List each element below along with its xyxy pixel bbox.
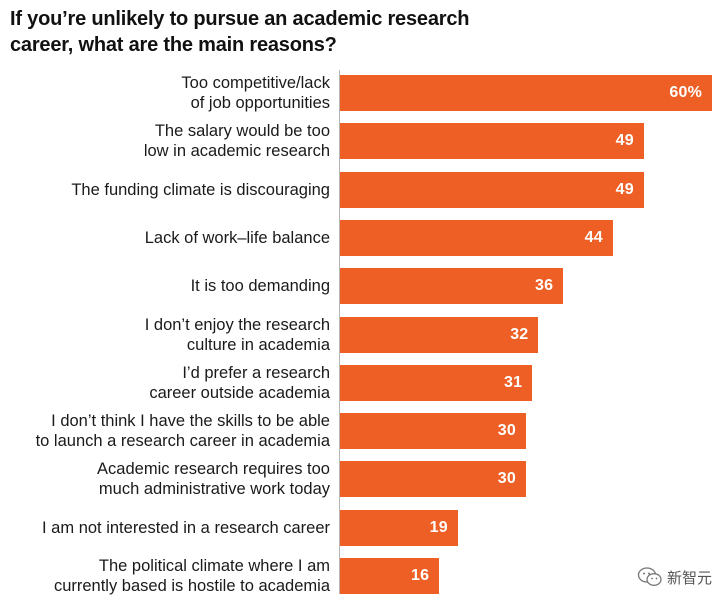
bar: 49	[340, 171, 644, 208]
category-label-line: Lack of work–life balance	[144, 228, 330, 247]
data-label: 19	[429, 518, 448, 536]
bar: 32	[340, 316, 539, 353]
chart-row: I am not interested in a research career…	[0, 509, 726, 546]
data-label: 31	[503, 373, 523, 391]
bar: 19	[340, 509, 458, 546]
data-label: 30	[497, 422, 516, 440]
bar: 36	[340, 268, 564, 305]
data-label: 49	[615, 132, 634, 150]
category-label-line: much administrative work today	[98, 480, 330, 499]
data-label: 44	[584, 228, 603, 246]
chart-row: I’d prefer a research career outside acad…	[0, 363, 726, 403]
category-label: It is too demanding	[191, 276, 330, 296]
category-label: The funding climate is discouraging	[71, 180, 330, 200]
data-label: 49	[615, 180, 634, 198]
category-label-line: to launch a research career in academia	[35, 432, 330, 451]
category-label-line: culture in academia	[186, 335, 330, 354]
bar: 49	[340, 123, 644, 160]
chart-row: I don’t think I have the skills to be ab…	[0, 411, 726, 451]
bar: 60%	[340, 75, 712, 111]
chart-row: The political climate where I am currentl…	[0, 556, 726, 596]
chart-row: Academic research requires too much admin…	[0, 459, 726, 499]
bar: 30	[340, 413, 526, 450]
category-label-line: career outside academia	[149, 383, 330, 402]
watermark-text: 新智元	[666, 569, 712, 587]
category-label-line: The salary would be too	[154, 122, 330, 141]
category-label-line: The funding climate is discouraging	[71, 180, 330, 199]
category-label: Too competitive/lack of job opportunities	[181, 73, 330, 113]
category-label-line: low in academic research	[143, 142, 330, 161]
chart-row: Lack of work–life balance 44	[0, 219, 726, 256]
data-label: 32	[510, 325, 529, 343]
category-label-line: I don’t enjoy the research	[144, 315, 330, 334]
category-label-line: Academic research requires too	[97, 460, 330, 479]
category-label: I am not interested in a research career	[42, 518, 330, 538]
data-label: 60%	[669, 84, 702, 101]
bar: 16	[340, 558, 440, 594]
category-label: I don’t enjoy the research culture in aca…	[145, 315, 330, 355]
data-label: 30	[497, 470, 516, 488]
category-label-line: Too competitive/lack	[181, 74, 330, 92]
category-label: The political climate where I am currentl…	[54, 556, 330, 596]
category-label: Academic research requires too much admin…	[97, 459, 330, 499]
category-label: Lack of work–life balance	[145, 228, 330, 248]
data-label: 16	[410, 567, 430, 584]
category-label-line: I am not interested in a research career	[42, 518, 330, 537]
data-label: 36	[534, 277, 554, 295]
category-label-line: I’d prefer a research	[182, 363, 330, 382]
bar: 44	[340, 219, 613, 256]
category-label-line: The political climate where I am	[98, 557, 330, 575]
category-label-line: currently based is hostile to academia	[53, 577, 330, 595]
category-label: I’d prefer a research career outside acad…	[149, 363, 330, 403]
bar: 30	[340, 461, 526, 498]
axis-baseline	[339, 70, 340, 594]
category-label-line: I don’t think I have the skills to be ab…	[51, 412, 330, 431]
chart-row: The salary would be too low in academic r…	[0, 121, 726, 161]
chart-title: If you’re unlikely to pursue an academic…	[10, 8, 470, 56]
category-label-line: It is too demanding	[190, 277, 330, 296]
chart-row: Too competitive/lack of job opportunities…	[0, 73, 726, 113]
category-label: I don’t think I have the skills to be ab…	[36, 411, 330, 451]
bar: 31	[340, 364, 533, 401]
category-label-line: of job opportunities	[190, 94, 330, 112]
category-label: The salary would be too low in academic r…	[144, 121, 330, 161]
chart-row: It is too demanding 36	[0, 268, 726, 305]
wechat-icon	[637, 567, 662, 586]
watermark: 新智元	[637, 566, 712, 588]
chart-row: The funding climate is discouraging 49	[0, 171, 726, 208]
chart-row: I don’t enjoy the research culture in aca…	[0, 315, 726, 355]
